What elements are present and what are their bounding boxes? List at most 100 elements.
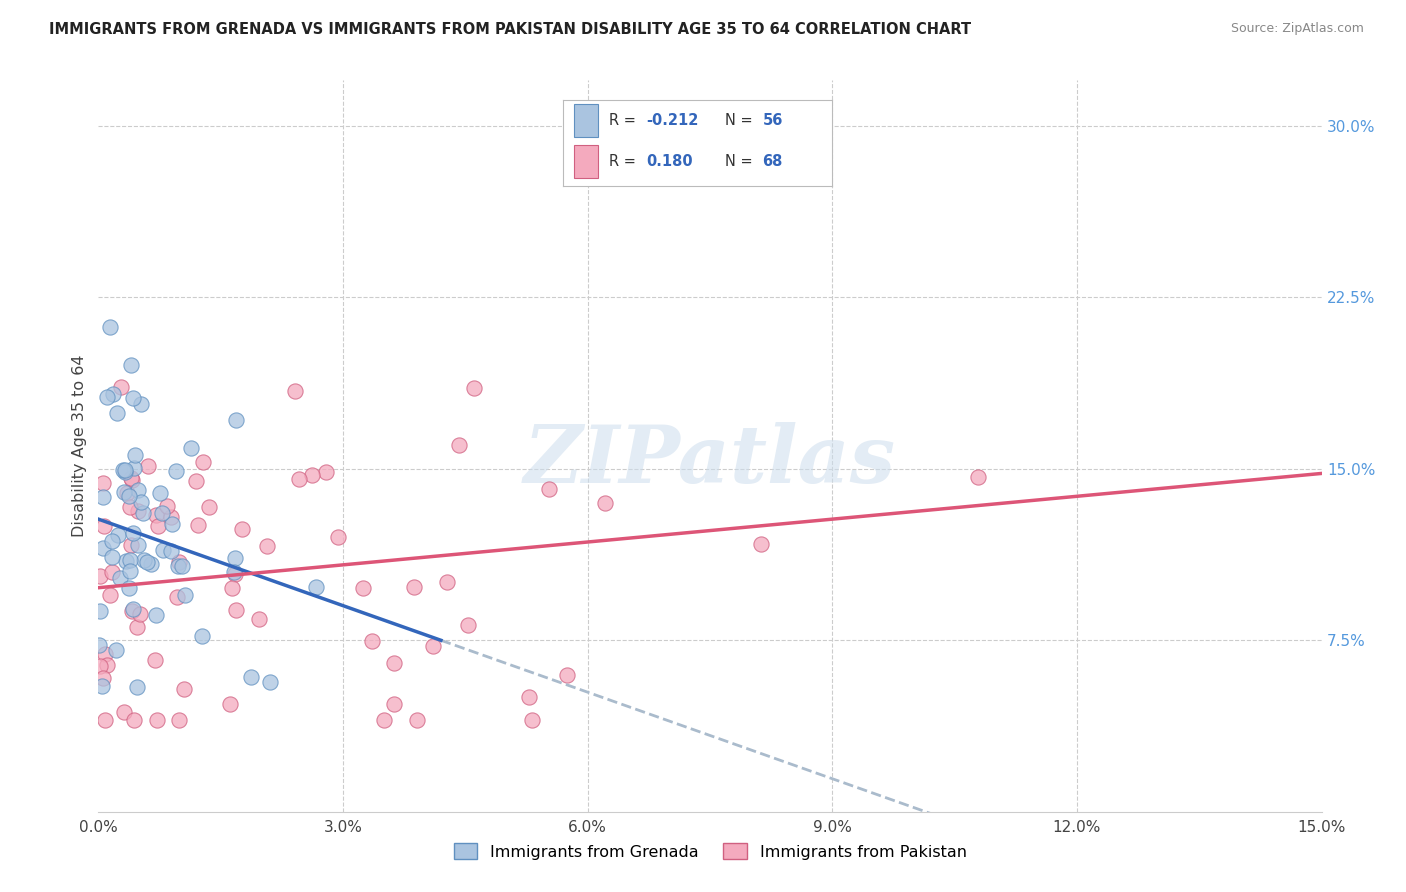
Point: [127, 483, 149, 497]
Point: [593, 496, 616, 510]
Point: [146, 519, 169, 533]
Point: [373, 714, 395, 728]
Point: [166, 558, 188, 573]
Point: [222, 565, 245, 579]
Point: [91, 476, 114, 491]
Point: [305, 581, 328, 595]
Point: [749, 537, 772, 551]
Point: [160, 517, 183, 532]
Point: [159, 510, 181, 524]
Point: [422, 639, 444, 653]
Point: [87, 638, 110, 652]
Point: [129, 494, 152, 508]
Point: [108, 571, 131, 585]
Point: [136, 555, 159, 569]
Point: [112, 485, 135, 500]
Point: [121, 538, 143, 552]
Point: [173, 681, 195, 696]
Point: [107, 527, 129, 541]
Point: [537, 482, 560, 496]
Point: [127, 538, 149, 552]
Point: [225, 602, 247, 616]
Point: [136, 458, 159, 473]
Point: [463, 381, 485, 395]
Point: [127, 504, 149, 518]
Point: [114, 463, 136, 477]
Point: [124, 448, 146, 462]
Point: [520, 714, 543, 728]
Point: [98, 319, 121, 334]
Point: [96, 657, 118, 672]
Point: [517, 690, 540, 704]
Point: [118, 489, 141, 503]
Point: [219, 698, 242, 712]
Point: [100, 533, 122, 548]
Point: [129, 396, 152, 410]
Point: [224, 566, 246, 581]
Point: [101, 550, 124, 565]
Point: [132, 553, 155, 567]
Point: [139, 557, 162, 571]
Point: [112, 463, 135, 477]
Point: [117, 486, 139, 500]
Point: [91, 671, 114, 685]
Point: [184, 474, 207, 488]
Point: [315, 465, 337, 479]
Point: [125, 620, 148, 634]
Point: [382, 656, 405, 670]
Point: [121, 392, 143, 406]
Point: [114, 554, 136, 568]
Point: [436, 575, 458, 590]
Point: [966, 469, 988, 483]
Point: [128, 607, 150, 622]
Point: [152, 543, 174, 558]
Point: [124, 714, 146, 728]
Point: [143, 653, 166, 667]
Point: [125, 680, 148, 694]
Point: [187, 517, 209, 532]
Text: ZIPatlas: ZIPatlas: [524, 422, 896, 500]
Point: [91, 541, 114, 555]
Point: [121, 601, 143, 615]
Point: [404, 580, 426, 594]
Point: [91, 491, 114, 505]
Point: [121, 473, 143, 487]
Point: [93, 519, 115, 533]
Point: [180, 442, 202, 456]
Point: [131, 506, 153, 520]
Point: [191, 455, 214, 469]
Point: [221, 581, 243, 595]
Point: [361, 634, 384, 648]
Point: [287, 472, 309, 486]
Point: [118, 582, 141, 596]
Point: [224, 551, 246, 566]
Point: [122, 525, 145, 540]
Point: [284, 384, 307, 398]
Point: [94, 647, 117, 661]
Point: [160, 544, 183, 558]
Point: [406, 714, 429, 728]
Point: [118, 500, 141, 514]
Point: [120, 471, 142, 485]
Point: [150, 506, 173, 520]
Point: [121, 604, 143, 618]
Point: [114, 465, 136, 479]
Point: [256, 539, 278, 553]
Point: [93, 714, 115, 728]
Point: [120, 565, 142, 579]
Point: [301, 468, 323, 483]
Point: [145, 714, 167, 728]
Text: IMMIGRANTS FROM GRENADA VS IMMIGRANTS FROM PAKISTAN DISABILITY AGE 35 TO 64 CORR: IMMIGRANTS FROM GRENADA VS IMMIGRANTS FR…: [49, 22, 972, 37]
Point: [145, 607, 167, 622]
Point: [96, 390, 118, 404]
Point: [170, 558, 193, 573]
Point: [89, 569, 111, 583]
Text: Source: ZipAtlas.com: Source: ZipAtlas.com: [1230, 22, 1364, 36]
Point: [105, 643, 128, 657]
Point: [225, 413, 247, 427]
Point: [449, 438, 471, 452]
Point: [240, 670, 263, 684]
Point: [191, 629, 214, 643]
Point: [118, 553, 141, 567]
Point: [98, 588, 121, 602]
